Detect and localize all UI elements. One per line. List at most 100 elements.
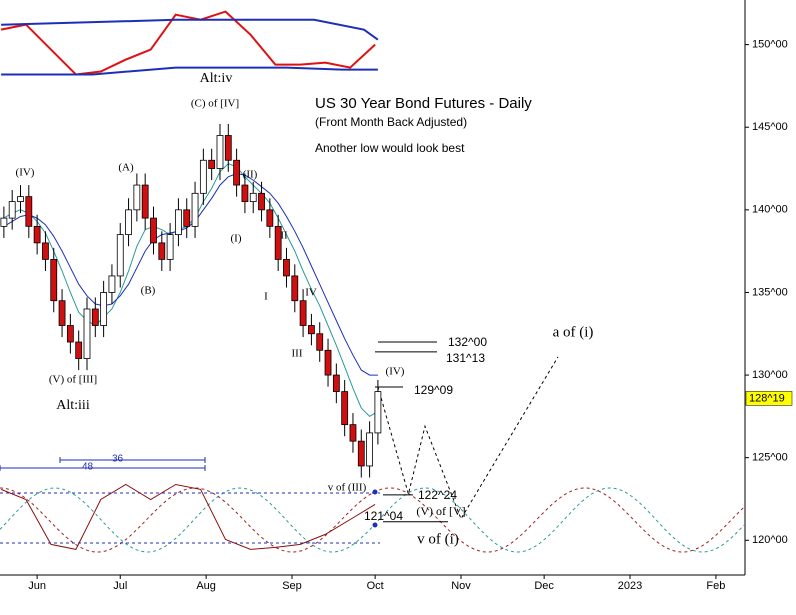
y-tick-label: 130^00 bbox=[752, 369, 788, 381]
series-line bbox=[1, 18, 379, 41]
level-label: 132^00 bbox=[448, 335, 487, 349]
candle-body bbox=[8, 201, 16, 219]
candle-body bbox=[208, 159, 216, 169]
candle-body bbox=[25, 196, 33, 227]
marker-dot bbox=[372, 522, 378, 528]
cycle-wave bbox=[0, 487, 745, 553]
candle-body bbox=[357, 440, 365, 467]
candle-body bbox=[199, 159, 207, 194]
span-label: 36 bbox=[112, 454, 124, 465]
wave-label: (V) of [V] bbox=[416, 504, 465, 518]
series-line bbox=[3, 163, 379, 418]
x-tick-label: Nov bbox=[451, 580, 471, 592]
wave-label: Alt:iv bbox=[200, 71, 233, 86]
candle-body bbox=[191, 192, 199, 227]
candle-body bbox=[374, 391, 382, 434]
wave-label: (I) bbox=[231, 233, 242, 245]
wave-label: (B) bbox=[141, 285, 156, 297]
x-tick-label: Oct bbox=[367, 580, 384, 592]
candle-body bbox=[332, 374, 340, 392]
candle-body bbox=[116, 234, 124, 277]
wave-label: Alt:iii bbox=[56, 398, 90, 413]
candle-body bbox=[341, 391, 349, 426]
candle-body bbox=[75, 341, 83, 359]
wave-label: v of (i) bbox=[417, 531, 459, 547]
series-line bbox=[0, 483, 376, 550]
x-tick-label: 2023 bbox=[618, 580, 642, 592]
level-label: 131^13 bbox=[446, 351, 485, 365]
chart-note: Another low would look best bbox=[315, 141, 465, 155]
x-tick-label: Jul bbox=[113, 580, 127, 592]
candle-body bbox=[166, 234, 174, 260]
candle-body bbox=[274, 225, 282, 260]
candle-body bbox=[241, 184, 249, 202]
candle-body bbox=[316, 333, 324, 351]
price-box bbox=[745, 391, 793, 406]
level-label: 121^04 bbox=[364, 509, 403, 523]
candle-body bbox=[158, 242, 166, 260]
level-label: 122^24 bbox=[418, 488, 457, 502]
span-label: 48 bbox=[82, 462, 94, 473]
candle-body bbox=[108, 275, 116, 293]
candle-body bbox=[308, 325, 315, 335]
candle-body bbox=[100, 292, 108, 326]
wave-label: I bbox=[264, 291, 268, 303]
y-tick-label: 150^00 bbox=[752, 39, 788, 51]
wave-label: II bbox=[280, 230, 288, 242]
y-tick-label: 145^00 bbox=[752, 121, 788, 133]
candle-body bbox=[249, 192, 257, 202]
candle-body bbox=[324, 349, 332, 376]
series-line bbox=[0, 10, 376, 76]
candle-body bbox=[125, 209, 132, 236]
x-tick-label: Jun bbox=[28, 580, 46, 592]
marker-dot bbox=[372, 489, 378, 495]
series-line bbox=[377, 356, 559, 520]
x-tick-label: Aug bbox=[196, 580, 216, 592]
candle-body bbox=[50, 259, 58, 302]
candle-body bbox=[216, 135, 224, 169]
wave-label: v of (III) bbox=[328, 482, 367, 494]
y-tick-label: 140^00 bbox=[752, 204, 788, 216]
candle-body bbox=[233, 159, 241, 186]
price-label: 128^19 bbox=[749, 392, 785, 404]
candle-body bbox=[42, 242, 49, 260]
candle-body bbox=[83, 308, 91, 359]
level-label: 129^09 bbox=[414, 383, 453, 397]
candle-body bbox=[33, 225, 41, 244]
candle-body bbox=[0, 217, 8, 227]
x-tick-label: Dec bbox=[534, 580, 554, 592]
candle-body bbox=[349, 424, 357, 442]
candle-body bbox=[283, 259, 290, 277]
wave-label: IV bbox=[305, 287, 317, 299]
wave-label: a of (i) bbox=[553, 324, 594, 340]
wave-label: (V) of [III] bbox=[49, 374, 97, 386]
wave-label: III bbox=[292, 348, 303, 360]
wave-label: (C) of [IV] bbox=[191, 98, 239, 110]
cycle-wave bbox=[0, 487, 745, 553]
candle-body bbox=[175, 209, 182, 236]
wave-label: (II) bbox=[243, 169, 258, 181]
y-tick-label: 120^00 bbox=[752, 534, 788, 546]
x-tick-label: Feb bbox=[706, 580, 725, 592]
candle-body bbox=[91, 308, 99, 326]
candle-body bbox=[299, 300, 307, 326]
candle-body bbox=[150, 217, 157, 244]
series-line bbox=[3, 172, 378, 376]
candle-body bbox=[366, 432, 373, 467]
y-tick-label: 135^00 bbox=[752, 286, 788, 298]
chart-title: US 30 Year Bond Futures - Daily bbox=[315, 95, 532, 112]
candle-body bbox=[141, 184, 149, 219]
series-line bbox=[1, 66, 378, 76]
wave-label: (IV) bbox=[386, 366, 405, 378]
candle-body bbox=[66, 325, 74, 343]
candle-body bbox=[133, 184, 141, 211]
candle-body bbox=[258, 192, 265, 211]
wave-label: (A) bbox=[118, 162, 134, 174]
candle-body bbox=[291, 275, 299, 302]
candle-body bbox=[183, 209, 191, 227]
candle-body bbox=[58, 300, 66, 326]
candle-body bbox=[266, 209, 274, 227]
